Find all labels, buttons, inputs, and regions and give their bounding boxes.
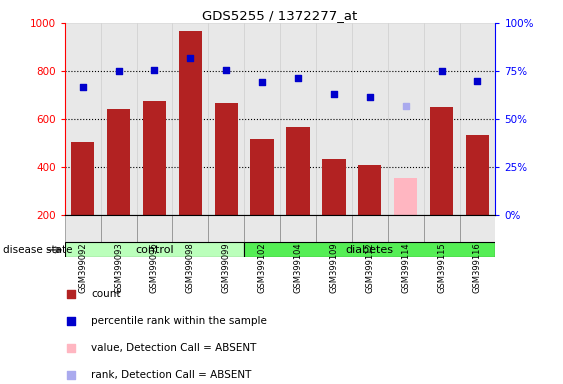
Point: [435, 30, 444, 36]
Bar: [244, 215, 280, 243]
Point: [401, 103, 410, 109]
Bar: [466, 135, 489, 215]
Title: GDS5255 / 1372277_at: GDS5255 / 1372277_at: [203, 9, 358, 22]
Point: [78, 84, 87, 90]
Point: [329, 91, 338, 97]
Bar: [459, 23, 495, 215]
Text: disease state: disease state: [3, 245, 72, 255]
Bar: [280, 215, 316, 243]
Bar: [172, 215, 208, 243]
Bar: [424, 215, 459, 243]
Text: GSM399102: GSM399102: [258, 243, 267, 293]
Text: percentile rank within the sample: percentile rank within the sample: [91, 316, 267, 326]
Text: GSM399092: GSM399092: [78, 243, 87, 293]
Bar: [352, 23, 388, 215]
Bar: [316, 23, 352, 215]
Bar: [71, 142, 95, 215]
Bar: [65, 243, 244, 257]
Bar: [251, 139, 274, 215]
Point: [150, 67, 159, 73]
Bar: [280, 23, 316, 215]
Bar: [101, 23, 137, 215]
Text: GSM399109: GSM399109: [329, 243, 338, 293]
Point: [222, 67, 231, 73]
Point: [186, 55, 195, 61]
Bar: [352, 215, 388, 243]
Bar: [316, 215, 352, 243]
Bar: [178, 31, 202, 215]
Text: GSM399098: GSM399098: [186, 243, 195, 293]
Text: GSM399093: GSM399093: [114, 243, 123, 293]
Bar: [388, 215, 424, 243]
Point: [258, 79, 267, 85]
Text: control: control: [135, 245, 174, 255]
Point: [435, 275, 444, 281]
Bar: [244, 23, 280, 215]
Bar: [101, 215, 137, 243]
Text: value, Detection Call = ABSENT: value, Detection Call = ABSENT: [91, 343, 256, 353]
Bar: [287, 127, 310, 215]
Bar: [388, 23, 424, 215]
Text: diabetes: diabetes: [346, 245, 394, 255]
Bar: [143, 101, 166, 215]
Bar: [208, 215, 244, 243]
Text: GSM399112: GSM399112: [365, 243, 374, 293]
Bar: [65, 23, 101, 215]
Bar: [394, 178, 417, 215]
Text: rank, Detection Call = ABSENT: rank, Detection Call = ABSENT: [91, 370, 251, 380]
Point: [365, 94, 374, 101]
Bar: [172, 23, 208, 215]
Bar: [358, 165, 382, 215]
Text: GSM399099: GSM399099: [222, 243, 231, 293]
Bar: [244, 243, 495, 257]
Bar: [215, 103, 238, 215]
Text: GSM399115: GSM399115: [437, 243, 446, 293]
Point: [473, 78, 482, 84]
Text: GSM399104: GSM399104: [293, 243, 302, 293]
Text: GSM399116: GSM399116: [473, 243, 482, 293]
Bar: [322, 159, 346, 215]
Bar: [137, 23, 172, 215]
Text: GSM399114: GSM399114: [401, 243, 410, 293]
Point: [437, 68, 446, 74]
Bar: [430, 107, 453, 215]
Bar: [137, 215, 172, 243]
Bar: [459, 215, 495, 243]
Text: count: count: [91, 289, 120, 299]
Bar: [107, 109, 130, 215]
Text: GSM399096: GSM399096: [150, 243, 159, 293]
Bar: [424, 23, 459, 215]
Point: [114, 68, 123, 74]
Point: [293, 75, 302, 81]
Bar: [208, 23, 244, 215]
Bar: [65, 215, 101, 243]
